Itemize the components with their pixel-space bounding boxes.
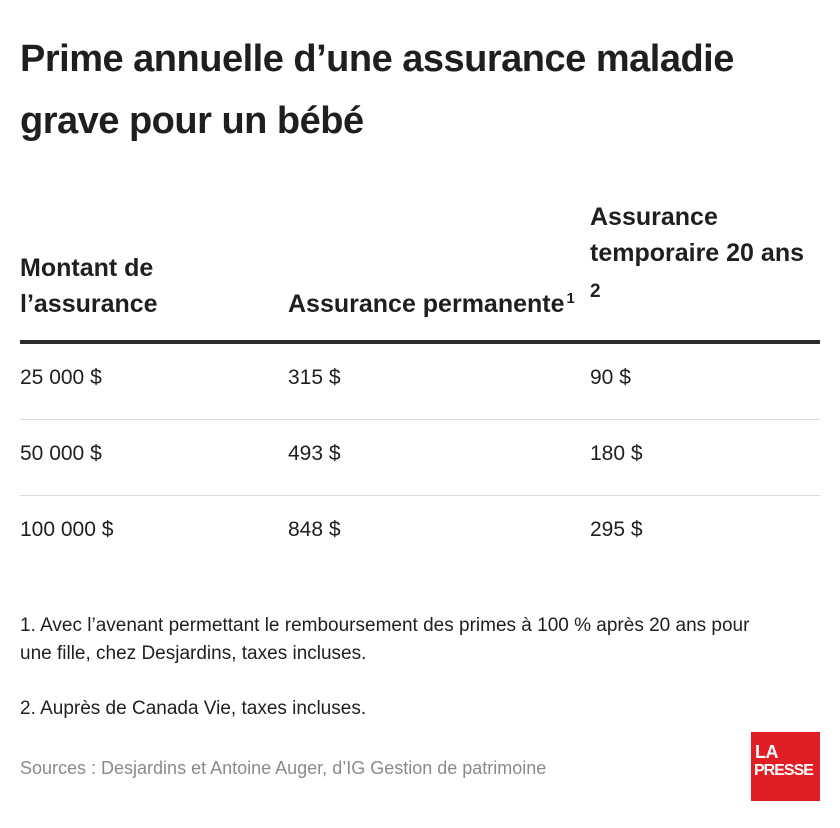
logo-text-line1: LA: [755, 742, 779, 762]
table-cell: 315 $: [288, 366, 341, 389]
la-presse-logo: LA PRESSE: [751, 732, 820, 801]
column-header-label: Montant de l’assurance: [20, 254, 158, 318]
footnote-ref: 2: [590, 281, 601, 302]
table-cell: 25 000 $: [20, 366, 102, 389]
table-cell: 50 000 $: [20, 442, 102, 465]
table-cell: 180 $: [590, 442, 643, 465]
table-cell: 493 $: [288, 442, 341, 465]
logo-text-line2: PRESSE: [754, 762, 814, 779]
column-header-label: Assurance permanente: [288, 290, 565, 318]
table-row: 50 000 $ 493 $ 180 $: [20, 420, 820, 496]
footnote-1: 1. Avec l’avenant permettant le rembours…: [20, 615, 750, 664]
premium-table: Montant de l’assurance Assurance permane…: [20, 195, 820, 571]
table-row: 25 000 $ 315 $ 90 $: [20, 344, 820, 420]
table-header: Montant de l’assurance Assurance permane…: [20, 195, 820, 344]
column-header-amount: Montant de l’assurance: [20, 250, 250, 322]
source-note: Sources : Desjardins et Antoine Auger, d…: [20, 758, 547, 778]
column-header-label: Assurance temporaire 20 ans: [590, 203, 804, 267]
footnote-2: 2. Auprès de Canada Vie, taxes incluses.: [20, 698, 367, 719]
footnote-ref: 1: [566, 289, 575, 307]
chart-title: Prime annuelle d’une assurance maladie g…: [20, 38, 734, 142]
table-cell: 100 000 $: [20, 518, 114, 541]
table-cell: 90 $: [590, 366, 631, 389]
table-row: 100 000 $ 848 $ 295 $: [20, 496, 820, 571]
table-cell: 848 $: [288, 518, 341, 541]
column-header-term: Assurance temporaire 20 ans 2: [590, 199, 820, 310]
table-cell: 295 $: [590, 518, 643, 541]
footnotes: 1. Avec l’avenant permettant le rembours…: [20, 612, 780, 750]
table-body: 25 000 $ 315 $ 90 $ 50 000 $ 493 $ 180 $ 100 0…: [20, 344, 820, 571]
column-header-permanent: Assurance permanente 1: [288, 286, 578, 322]
